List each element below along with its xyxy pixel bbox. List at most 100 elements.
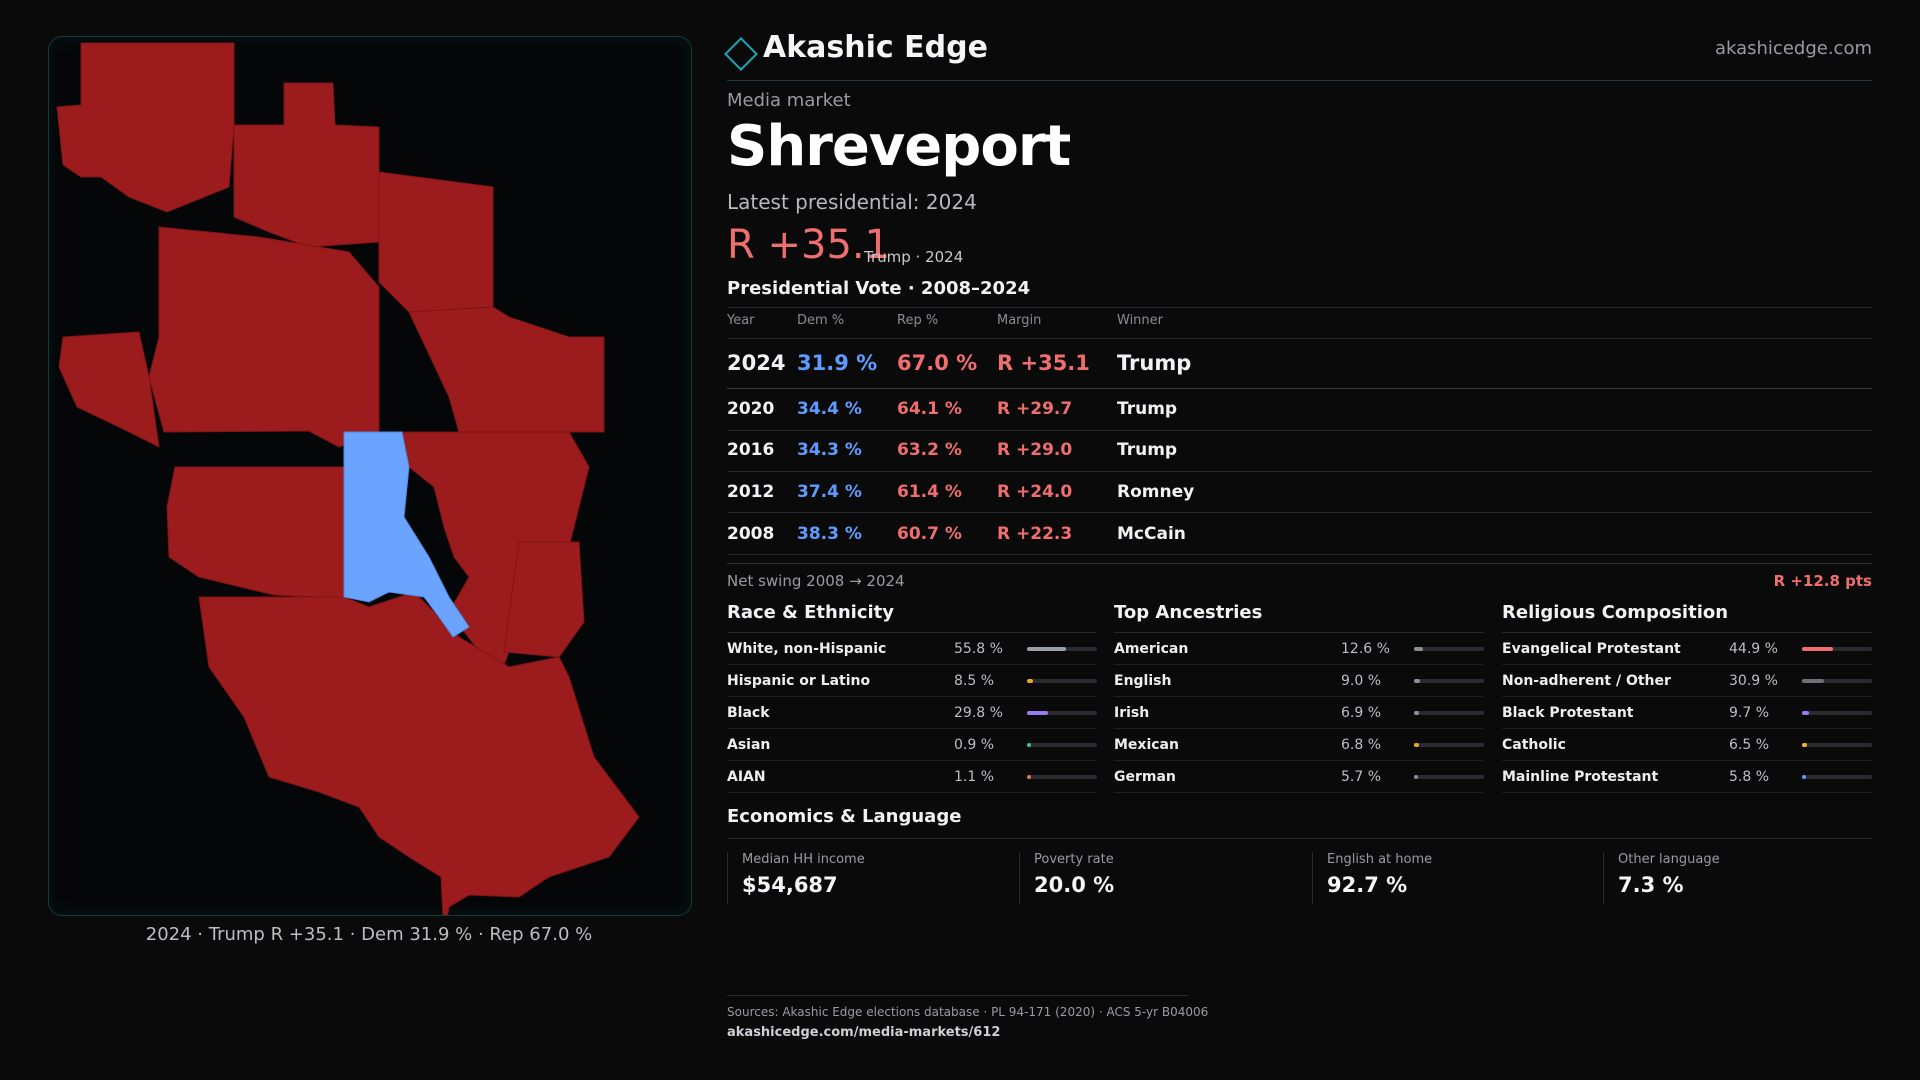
cell-year: 2012 xyxy=(727,482,775,502)
brand-header: Akashic Edge akashicedge.com xyxy=(724,30,1872,80)
row-label: Black xyxy=(727,705,770,721)
col-year: Year xyxy=(727,313,755,328)
cell-year: 2020 xyxy=(727,399,775,419)
net-swing-label: Net swing 2008 → 2024 xyxy=(727,572,905,590)
county-shape[interactable] xyxy=(198,591,640,915)
economics-divider xyxy=(727,838,1872,839)
row-label: Evangelical Protestant xyxy=(1502,641,1681,657)
bar-fill xyxy=(1027,775,1031,779)
cell-rep: 64.1 % xyxy=(897,399,962,419)
bar-track xyxy=(1027,679,1097,683)
stat-english-at-home: English at home 92.7 % xyxy=(1312,852,1432,904)
row-value: 1.1 % xyxy=(954,769,995,785)
bar-fill xyxy=(1027,679,1033,683)
row-label: German xyxy=(1114,769,1176,785)
header-divider xyxy=(727,80,1872,81)
stat-label: Poverty rate xyxy=(1034,852,1114,867)
race-title: Race & Ethnicity xyxy=(727,602,1097,633)
county-shape[interactable] xyxy=(58,331,160,448)
county-shape[interactable] xyxy=(166,466,345,598)
row-value: 9.0 % xyxy=(1341,673,1382,689)
county-shape[interactable] xyxy=(233,82,380,248)
stat-label: Other language xyxy=(1618,852,1720,867)
row-label: White, non-Hispanic xyxy=(727,641,887,657)
row-value: 0.9 % xyxy=(954,737,995,753)
list-item: Black 29.8 % xyxy=(727,697,1097,729)
row-value: 5.8 % xyxy=(1729,769,1770,785)
row-value: 6.8 % xyxy=(1341,737,1382,753)
cell-margin: R +22.3 xyxy=(997,524,1073,544)
cell-dem: 37.4 % xyxy=(797,482,862,502)
row-divider xyxy=(727,388,1872,389)
list-item: White, non-Hispanic 55.8 % xyxy=(727,633,1097,665)
stat-label: Median HH income xyxy=(742,852,865,867)
row-label: American xyxy=(1114,641,1189,657)
market-map[interactable] xyxy=(48,36,692,916)
race-panel: Race & Ethnicity White, non-Hispanic 55.8… xyxy=(727,602,1097,793)
county-shape[interactable] xyxy=(408,306,605,433)
net-swing-value: R +12.8 pts xyxy=(1773,572,1872,590)
row-label: Catholic xyxy=(1502,737,1566,753)
row-label: Mexican xyxy=(1114,737,1179,753)
presidential-vote-title: Presidential Vote · 2008–2024 xyxy=(727,278,1031,299)
table-top-divider xyxy=(727,307,1872,308)
list-item: German 5.7 % xyxy=(1114,761,1484,793)
cell-winner: Trump xyxy=(1117,399,1178,419)
stat-value: 7.3 % xyxy=(1618,873,1684,897)
bar-track xyxy=(1414,743,1484,747)
page-kicker: Media market xyxy=(727,90,851,111)
cell-dem: 34.3 % xyxy=(797,440,862,460)
bar-fill xyxy=(1414,743,1419,747)
row-value: 8.5 % xyxy=(954,673,995,689)
row-label: English xyxy=(1114,673,1172,689)
list-item: Hispanic or Latino 8.5 % xyxy=(727,665,1097,697)
sources-url-link[interactable]: akashicedge.com/media-markets/612 xyxy=(727,1025,1001,1040)
bar-track xyxy=(1414,679,1484,683)
list-item: Mexican 6.8 % xyxy=(1114,729,1484,761)
bar-fill xyxy=(1414,775,1418,779)
county-shape[interactable] xyxy=(148,226,380,448)
bar-track xyxy=(1802,647,1872,651)
row-divider xyxy=(727,512,1872,513)
row-value: 6.9 % xyxy=(1341,705,1382,721)
cell-year: 2024 xyxy=(727,351,786,375)
ancestry-panel: Top Ancestries American 12.6 % English 9.0… xyxy=(1114,602,1484,793)
dem-county-shape[interactable] xyxy=(343,431,470,638)
cell-margin: R +29.0 xyxy=(997,440,1073,460)
bar-fill xyxy=(1802,775,1806,779)
row-value: 29.8 % xyxy=(954,705,1003,721)
county-shape[interactable] xyxy=(56,42,235,213)
stat-other-language: Other language 7.3 % xyxy=(1603,852,1720,904)
cell-dem: 34.4 % xyxy=(797,399,862,419)
list-item: AIAN 1.1 % xyxy=(727,761,1097,793)
bar-fill xyxy=(1802,647,1833,651)
ancestry-title: Top Ancestries xyxy=(1114,602,1484,633)
list-item: Irish 6.9 % xyxy=(1114,697,1484,729)
cell-winner: McCain xyxy=(1117,524,1186,544)
row-divider xyxy=(727,554,1872,555)
brand-url-link[interactable]: akashicedge.com xyxy=(1714,38,1872,59)
bar-fill xyxy=(1027,711,1048,715)
bar-track xyxy=(1802,775,1872,779)
bar-fill xyxy=(1802,711,1809,715)
row-label: Non-adherent / Other xyxy=(1502,673,1671,689)
county-shape[interactable] xyxy=(378,171,494,313)
bar-track xyxy=(1802,679,1872,683)
stat-value: 92.7 % xyxy=(1327,873,1408,897)
cell-winner: Trump xyxy=(1117,351,1192,375)
cell-winner: Trump xyxy=(1117,440,1178,460)
latest-margin-sub: Trump · 2024 xyxy=(864,248,964,266)
row-value: 5.7 % xyxy=(1341,769,1382,785)
brand-name[interactable]: Akashic Edge xyxy=(763,30,988,65)
latest-presidential-label: Latest presidential: 2024 xyxy=(727,190,977,214)
cell-year: 2008 xyxy=(727,524,775,544)
row-value: 55.8 % xyxy=(954,641,1003,657)
cell-margin: R +24.0 xyxy=(997,482,1073,502)
row-value: 12.6 % xyxy=(1341,641,1390,657)
county-shape[interactable] xyxy=(503,541,585,658)
cell-winner: Romney xyxy=(1117,482,1195,502)
bar-fill xyxy=(1802,743,1807,747)
list-item: Asian 0.9 % xyxy=(727,729,1097,761)
col-dem: Dem % xyxy=(797,313,845,328)
header-row-divider xyxy=(727,338,1872,339)
